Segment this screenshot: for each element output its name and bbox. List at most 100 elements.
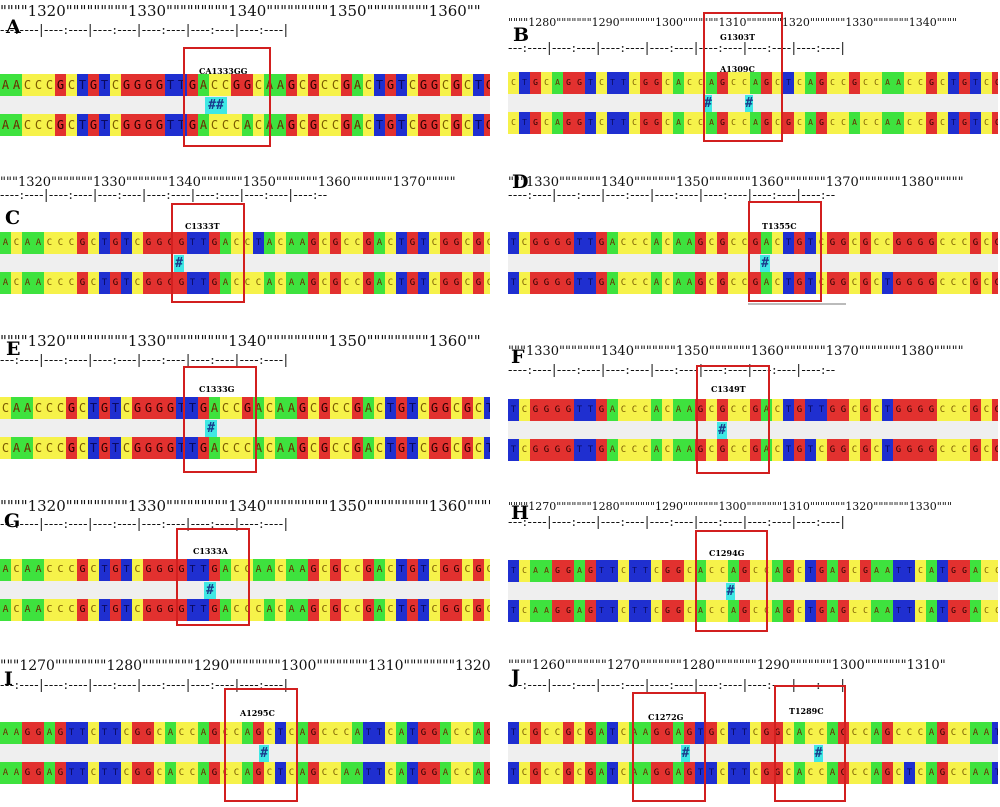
base-cell: A xyxy=(970,762,981,784)
base-cell: T xyxy=(508,439,519,461)
base-cell: C xyxy=(728,72,739,94)
base-cell: G xyxy=(992,272,998,294)
base-cell: G xyxy=(959,72,970,94)
base-cell: A xyxy=(871,722,882,744)
base-cell: A xyxy=(22,559,33,581)
base-cell: G xyxy=(286,114,297,136)
mutation-box xyxy=(224,688,298,802)
base-cell: G xyxy=(88,74,99,96)
base-cell: G xyxy=(22,722,33,744)
base-cell: A xyxy=(0,762,11,784)
base-cell: A xyxy=(673,272,684,294)
base-cell: G xyxy=(22,762,33,784)
base-cell: C xyxy=(341,272,352,294)
base-cell: C xyxy=(462,74,473,96)
base-cell: A xyxy=(761,399,772,421)
base-cell: C xyxy=(341,397,352,419)
base-cell: G xyxy=(143,437,154,459)
base-cell: C xyxy=(11,272,22,294)
base-cell: C xyxy=(88,232,99,254)
base-cell: A xyxy=(552,72,563,94)
base-cell: G xyxy=(55,722,66,744)
base-cell: G xyxy=(893,399,904,421)
base-cell: A xyxy=(574,560,585,582)
difference-marker: # xyxy=(704,95,712,112)
base-cell: A xyxy=(341,762,352,784)
base-cell: G xyxy=(585,560,596,582)
base-cell: G xyxy=(429,114,440,136)
base-cell: C xyxy=(0,397,11,419)
base-cell: A xyxy=(253,397,264,419)
base-cell: C xyxy=(330,762,341,784)
base-cell: A xyxy=(805,112,816,134)
base-cell: C xyxy=(640,272,651,294)
base-cell: C xyxy=(308,397,319,419)
base-cell: T xyxy=(607,722,618,744)
difference-marker: # xyxy=(760,255,770,272)
base-cell: C xyxy=(231,559,242,581)
base-cell: G xyxy=(827,399,838,421)
base-cell: G xyxy=(772,722,783,744)
base-cell: T xyxy=(99,559,110,581)
base-cell: A xyxy=(297,272,308,294)
base-cell: C xyxy=(772,399,783,421)
base-cell: A xyxy=(607,399,618,421)
base-cell: C xyxy=(519,762,530,784)
position-ruler: """"1320"""""""""1330"""""""""1340""""""… xyxy=(0,497,490,515)
base-cell: T xyxy=(385,397,396,419)
base-cell: A xyxy=(596,722,607,744)
base-cell: C xyxy=(816,439,827,461)
panel-letter: B xyxy=(513,24,530,46)
base-cell: C xyxy=(440,114,451,136)
base-cell: C xyxy=(253,114,264,136)
tick-line: ----:----|----:----|----:----|----:----|… xyxy=(0,188,328,203)
base-cell: A xyxy=(275,114,286,136)
base-cell: G xyxy=(176,599,187,621)
base-cell: A xyxy=(871,600,882,622)
base-cell: G xyxy=(308,272,319,294)
base-cell: A xyxy=(352,762,363,784)
base-cell: G xyxy=(484,74,490,96)
base-cell: C xyxy=(959,439,970,461)
base-cell: A xyxy=(827,600,838,622)
base-cell: C xyxy=(805,762,816,784)
base-cell: T xyxy=(198,559,209,581)
base-cell: C xyxy=(904,72,915,94)
base-cell: T xyxy=(607,560,618,582)
base-cell: T xyxy=(363,762,374,784)
base-cell: C xyxy=(618,439,629,461)
base-cell: C xyxy=(22,114,33,136)
base-cell: G xyxy=(992,399,998,421)
base-cell: C xyxy=(937,272,948,294)
base-cell: A xyxy=(297,722,308,744)
base-cell: A xyxy=(242,762,253,784)
base-cell: G xyxy=(198,437,209,459)
base-cell: C xyxy=(992,600,998,622)
base-cell: G xyxy=(363,599,374,621)
base-cell: G xyxy=(651,72,662,94)
base-cell: C xyxy=(992,560,998,582)
base-cell: C xyxy=(849,722,860,744)
base-cell: T xyxy=(508,232,519,254)
base-cell: G xyxy=(651,722,662,744)
base-cell: G xyxy=(154,272,165,294)
base-cell: C xyxy=(629,439,640,461)
mutation-label: C1272G xyxy=(648,712,684,722)
base-cell: G xyxy=(341,114,352,136)
base-cell: C xyxy=(363,114,374,136)
base-cell: G xyxy=(904,232,915,254)
panel-letter: H xyxy=(511,502,529,524)
base-cell: C xyxy=(684,112,695,134)
base-cell: C xyxy=(706,439,717,461)
base-cell: G xyxy=(640,112,651,134)
base-cell: C xyxy=(176,722,187,744)
base-cell: G xyxy=(143,232,154,254)
base-cell: A xyxy=(264,599,275,621)
position-ruler: """1330"""""""1340"""""""1350"""""""1360… xyxy=(508,344,964,359)
base-cell: C xyxy=(242,232,253,254)
base-cell: G xyxy=(154,599,165,621)
base-cell: T xyxy=(618,72,629,94)
base-cell: T xyxy=(121,232,132,254)
base-cell: A xyxy=(220,559,231,581)
base-cell: T xyxy=(176,437,187,459)
